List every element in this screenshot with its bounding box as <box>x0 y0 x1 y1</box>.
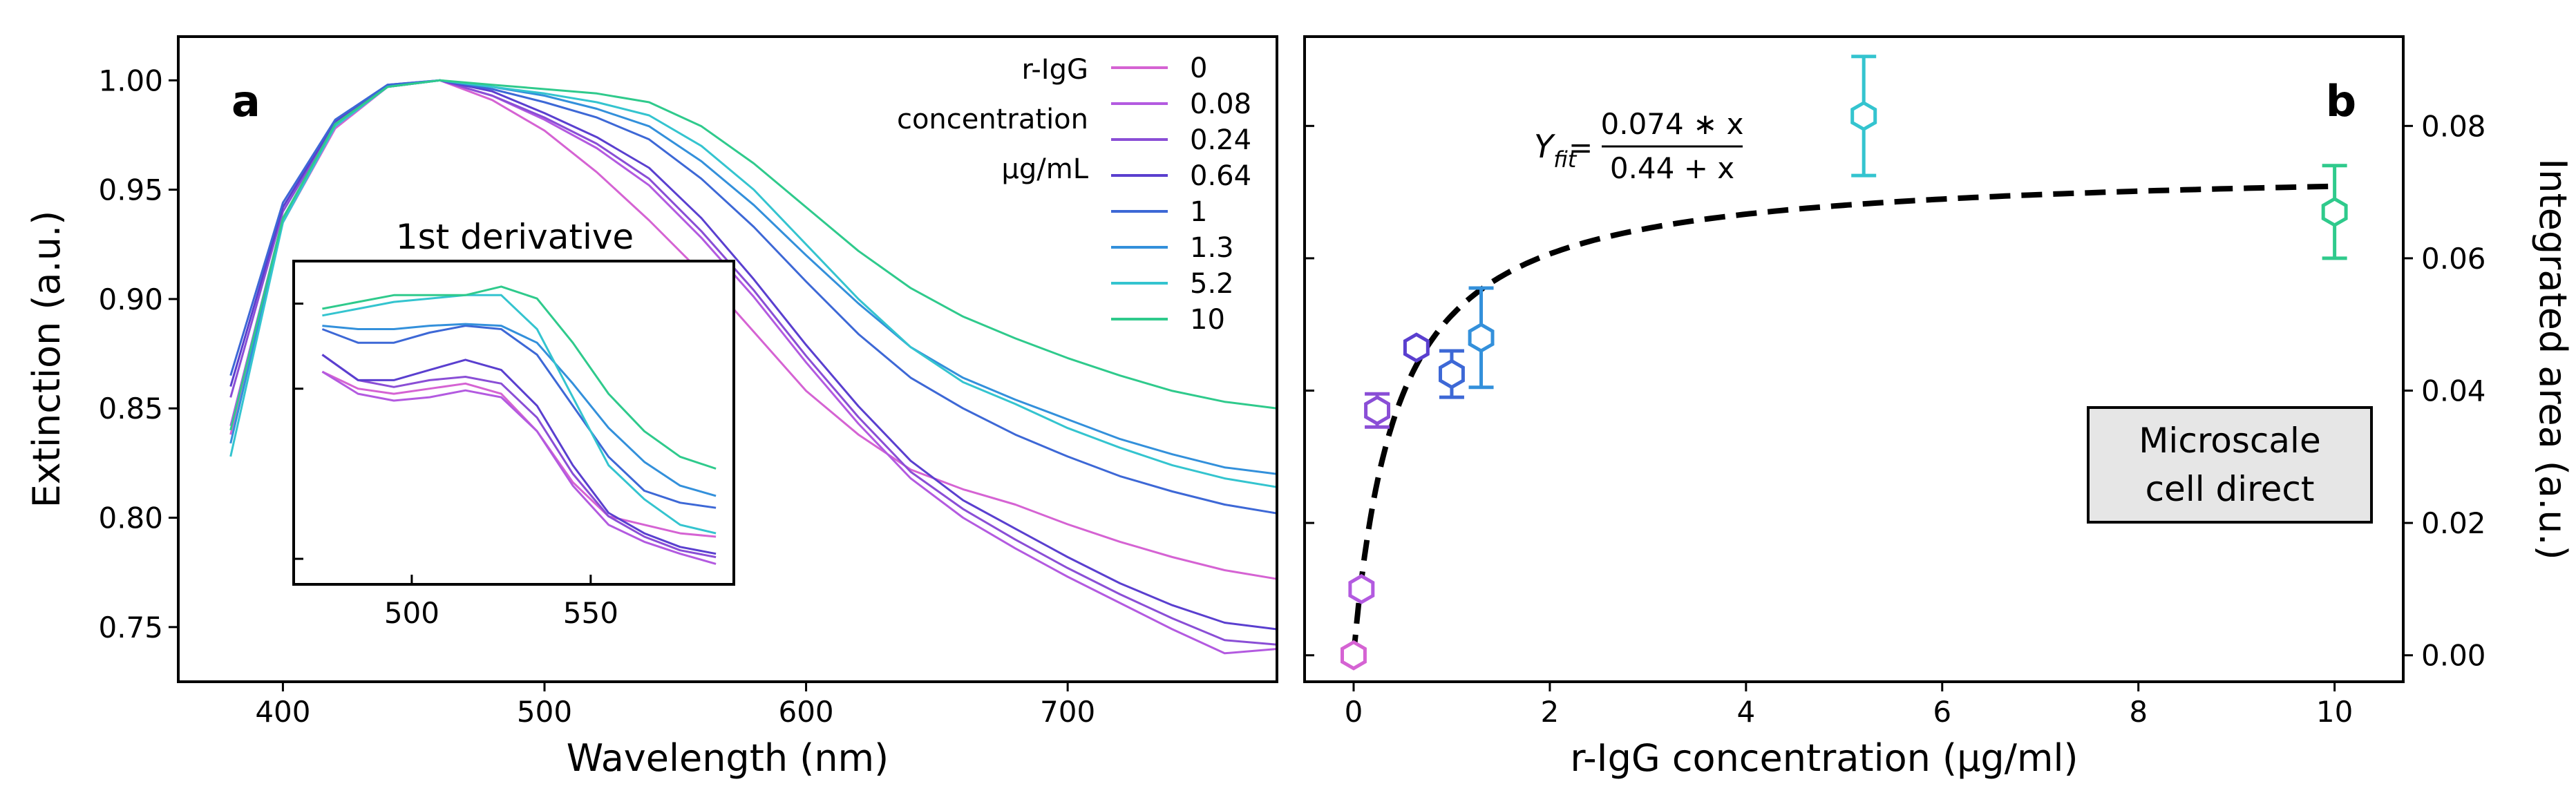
inset-line-0.08 <box>321 370 717 565</box>
data-point <box>1341 640 1367 671</box>
x-tick-label: 500 <box>517 695 572 729</box>
x-tick-label: 8 <box>2129 695 2148 729</box>
legend-label: 1.3 <box>1190 232 1234 264</box>
panel-a-spectra <box>229 79 1278 655</box>
method-box-frame <box>2087 406 2373 524</box>
inset-background <box>294 261 734 584</box>
spectrum-line-10 <box>229 79 1278 431</box>
data-point <box>2321 197 2348 227</box>
panel-a-xlabel: Wavelength (nm) <box>567 736 889 780</box>
fit-curve <box>1351 183 2335 655</box>
legend-title-line-3: µg/mL <box>1001 153 1088 185</box>
fit-equation: Yfit = 0.074 ∗ x 0.44 + x <box>1534 107 1744 185</box>
inset-line-1.3 <box>322 323 717 497</box>
legend-entries: 0 0.08 0.24 0.64 1 1.3 5.2 10 <box>1111 52 1251 336</box>
y-tick-label: 0.02 <box>2421 506 2486 540</box>
x-tick-label: 4 <box>1736 695 1755 729</box>
legend-label: 1 <box>1190 196 1207 228</box>
y-tick-label: 0.06 <box>2421 242 2486 276</box>
x-tick-label: 700 <box>1040 695 1095 729</box>
data-point <box>1439 358 1465 390</box>
legend-label: 10 <box>1190 304 1225 336</box>
x-tick-label: 10 <box>2316 695 2353 729</box>
inset-lines <box>321 285 717 565</box>
equation-lhs: Yfit <box>1534 128 1578 173</box>
panel-b-y-ticks: 0.00 0.02 0.04 0.06 0.08 <box>1305 109 2486 673</box>
x-tick-label: 0 <box>1345 695 1363 729</box>
y-tick-label: 0.90 <box>98 283 163 316</box>
panel-a-letter: a <box>231 76 261 126</box>
y-tick-label: 0.04 <box>2421 374 2486 408</box>
y-tick-label: 0.75 <box>98 611 163 644</box>
inset-frame <box>292 260 735 586</box>
method-box: Microscale cell direct <box>2087 406 2373 524</box>
legend-title-line-1: r-IgG <box>1021 54 1088 86</box>
equation-denominator: 0.44 + x <box>1610 151 1734 185</box>
inset-line-10 <box>322 285 717 470</box>
panel-a-frame <box>177 35 1278 683</box>
data-point <box>1348 574 1375 604</box>
inset-line-0 <box>321 370 717 538</box>
panel-a-x-ticks: 400 500 600 700 <box>255 682 1095 729</box>
panel-b-ylabel: Integrated area (a.u.) <box>2531 158 2575 559</box>
inset-line-0.64 <box>321 354 717 555</box>
legend-label: 5.2 <box>1190 268 1234 300</box>
data-point <box>1468 323 1495 353</box>
panel-b-frame <box>1303 35 2405 683</box>
inset-x-tick-label: 550 <box>563 596 618 630</box>
x-tick-label: 600 <box>778 695 833 729</box>
legend: r-IgG concentration µg/mL 0 0.08 0.24 0.64 1… <box>897 52 1251 336</box>
equation-equals: = <box>1569 131 1593 164</box>
panel-b-points <box>1341 55 2348 671</box>
x-tick-label: 2 <box>1541 695 1560 729</box>
data-point <box>1850 101 1877 131</box>
y-tick-label: 0.00 <box>2421 639 2486 673</box>
data-point <box>1364 395 1390 426</box>
legend-label: 0.08 <box>1190 88 1251 120</box>
y-tick-label: 0.08 <box>2421 109 2486 143</box>
panel-a-y-ticks: 0.75 0.80 0.85 0.90 0.95 1.00 <box>98 64 178 644</box>
y-tick-label: 1.00 <box>98 64 163 97</box>
inset-x-tick-label: 500 <box>384 596 439 630</box>
inset-title: 1st derivative <box>396 217 634 257</box>
panel-b: 0 2 4 6 8 10 0.00 0.02 0.04 0.06 0.08 b r-IgG con… <box>1303 35 2575 780</box>
y-tick-label: 0.95 <box>98 173 163 207</box>
x-tick-label: 6 <box>1933 695 1951 729</box>
equation-numerator: 0.074 ∗ x <box>1601 107 1744 141</box>
inset-line-1 <box>321 325 717 509</box>
method-box-line-2: cell direct <box>2146 469 2315 509</box>
inset-line-5.2 <box>322 294 717 535</box>
y-tick-label: 0.85 <box>98 392 163 425</box>
legend-label: 0 <box>1190 52 1207 84</box>
legend-title-line-2: concentration <box>897 104 1088 135</box>
panel-b-x-ticks: 0 2 4 6 8 10 <box>1345 682 2353 729</box>
legend-label: 0.64 <box>1190 160 1251 192</box>
panel-b-xlabel: r-IgG concentration (µg/ml) <box>1570 736 2078 780</box>
y-tick-label: 0.80 <box>98 501 163 535</box>
panel-a: 1st derivative 500 550 400 500 600 700 0.750… <box>25 35 1278 780</box>
method-box-line-1: Microscale <box>2139 421 2320 461</box>
derivative-inset: 1st derivative 500 550 <box>292 217 735 630</box>
panel-b-letter: b <box>2326 76 2356 126</box>
data-point <box>1403 332 1430 363</box>
inset-ticks: 500 550 <box>294 303 618 630</box>
x-tick-label: 400 <box>255 695 310 729</box>
spectrum-line-1 <box>229 79 1278 515</box>
legend-label: 0.24 <box>1190 124 1251 156</box>
panel-a-ylabel: Extinction (a.u.) <box>25 211 68 508</box>
inset-line-0.24 <box>321 354 717 559</box>
